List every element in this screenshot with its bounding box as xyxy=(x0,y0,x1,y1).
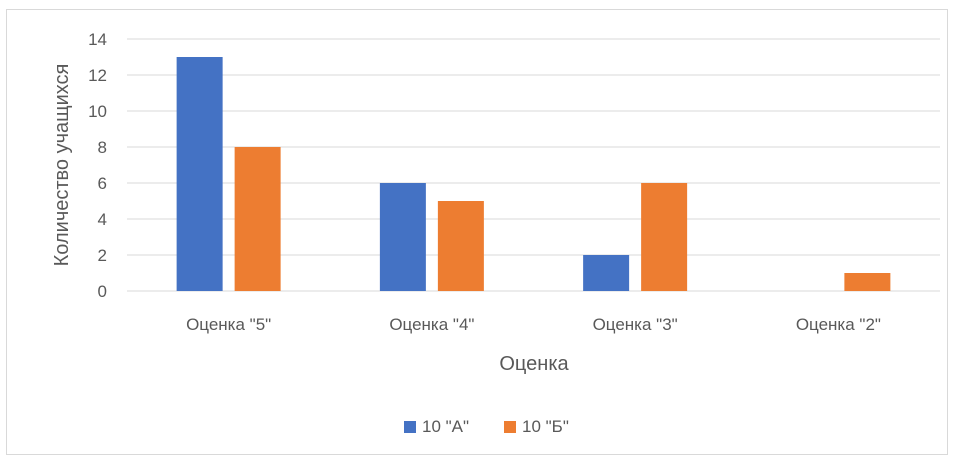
legend: 10 "А" 10 "Б" xyxy=(404,417,569,436)
legend-label: 10 "А" xyxy=(422,417,469,436)
y-tick-label: 6 xyxy=(98,174,107,193)
x-tick-label: Оценка "2" xyxy=(796,315,881,334)
legend-label: 10 "Б" xyxy=(522,417,569,436)
x-tick-label: Оценка "5" xyxy=(186,315,271,334)
y-tick-label: 12 xyxy=(88,66,107,85)
y-tick-label: 2 xyxy=(98,246,107,265)
y-axis-title: Количество учащихся xyxy=(51,64,73,267)
x-tick-label: Оценка "4" xyxy=(389,315,474,334)
x-tick-labels: Оценка "5" Оценка "4" Оценка "3" Оценка "2" xyxy=(186,315,881,334)
bar-series-1-cat-2 xyxy=(380,183,426,291)
y-tick-label: 10 xyxy=(88,102,107,121)
y-tick-label: 14 xyxy=(88,30,107,49)
bar-series-2-cat-1 xyxy=(235,147,281,291)
bar-series-2-cat-2 xyxy=(438,201,484,291)
bar-series-1-cat-1 xyxy=(177,57,223,291)
legend-swatch xyxy=(504,421,516,433)
bar-series-1-cat-3 xyxy=(583,255,629,291)
x-axis-title: Оценка xyxy=(499,353,569,375)
y-tick-label: 4 xyxy=(98,210,107,229)
bars xyxy=(177,57,891,291)
y-tick-label: 0 xyxy=(98,282,107,301)
y-tick-label: 8 xyxy=(98,138,107,157)
legend-swatch xyxy=(404,421,416,433)
bar-series-2-cat-3 xyxy=(641,183,687,291)
y-tick-labels: 0 2 4 6 8 10 12 14 xyxy=(88,30,107,301)
x-tick-label: Оценка "3" xyxy=(593,315,678,334)
bar-series-2-cat-4 xyxy=(844,273,890,291)
